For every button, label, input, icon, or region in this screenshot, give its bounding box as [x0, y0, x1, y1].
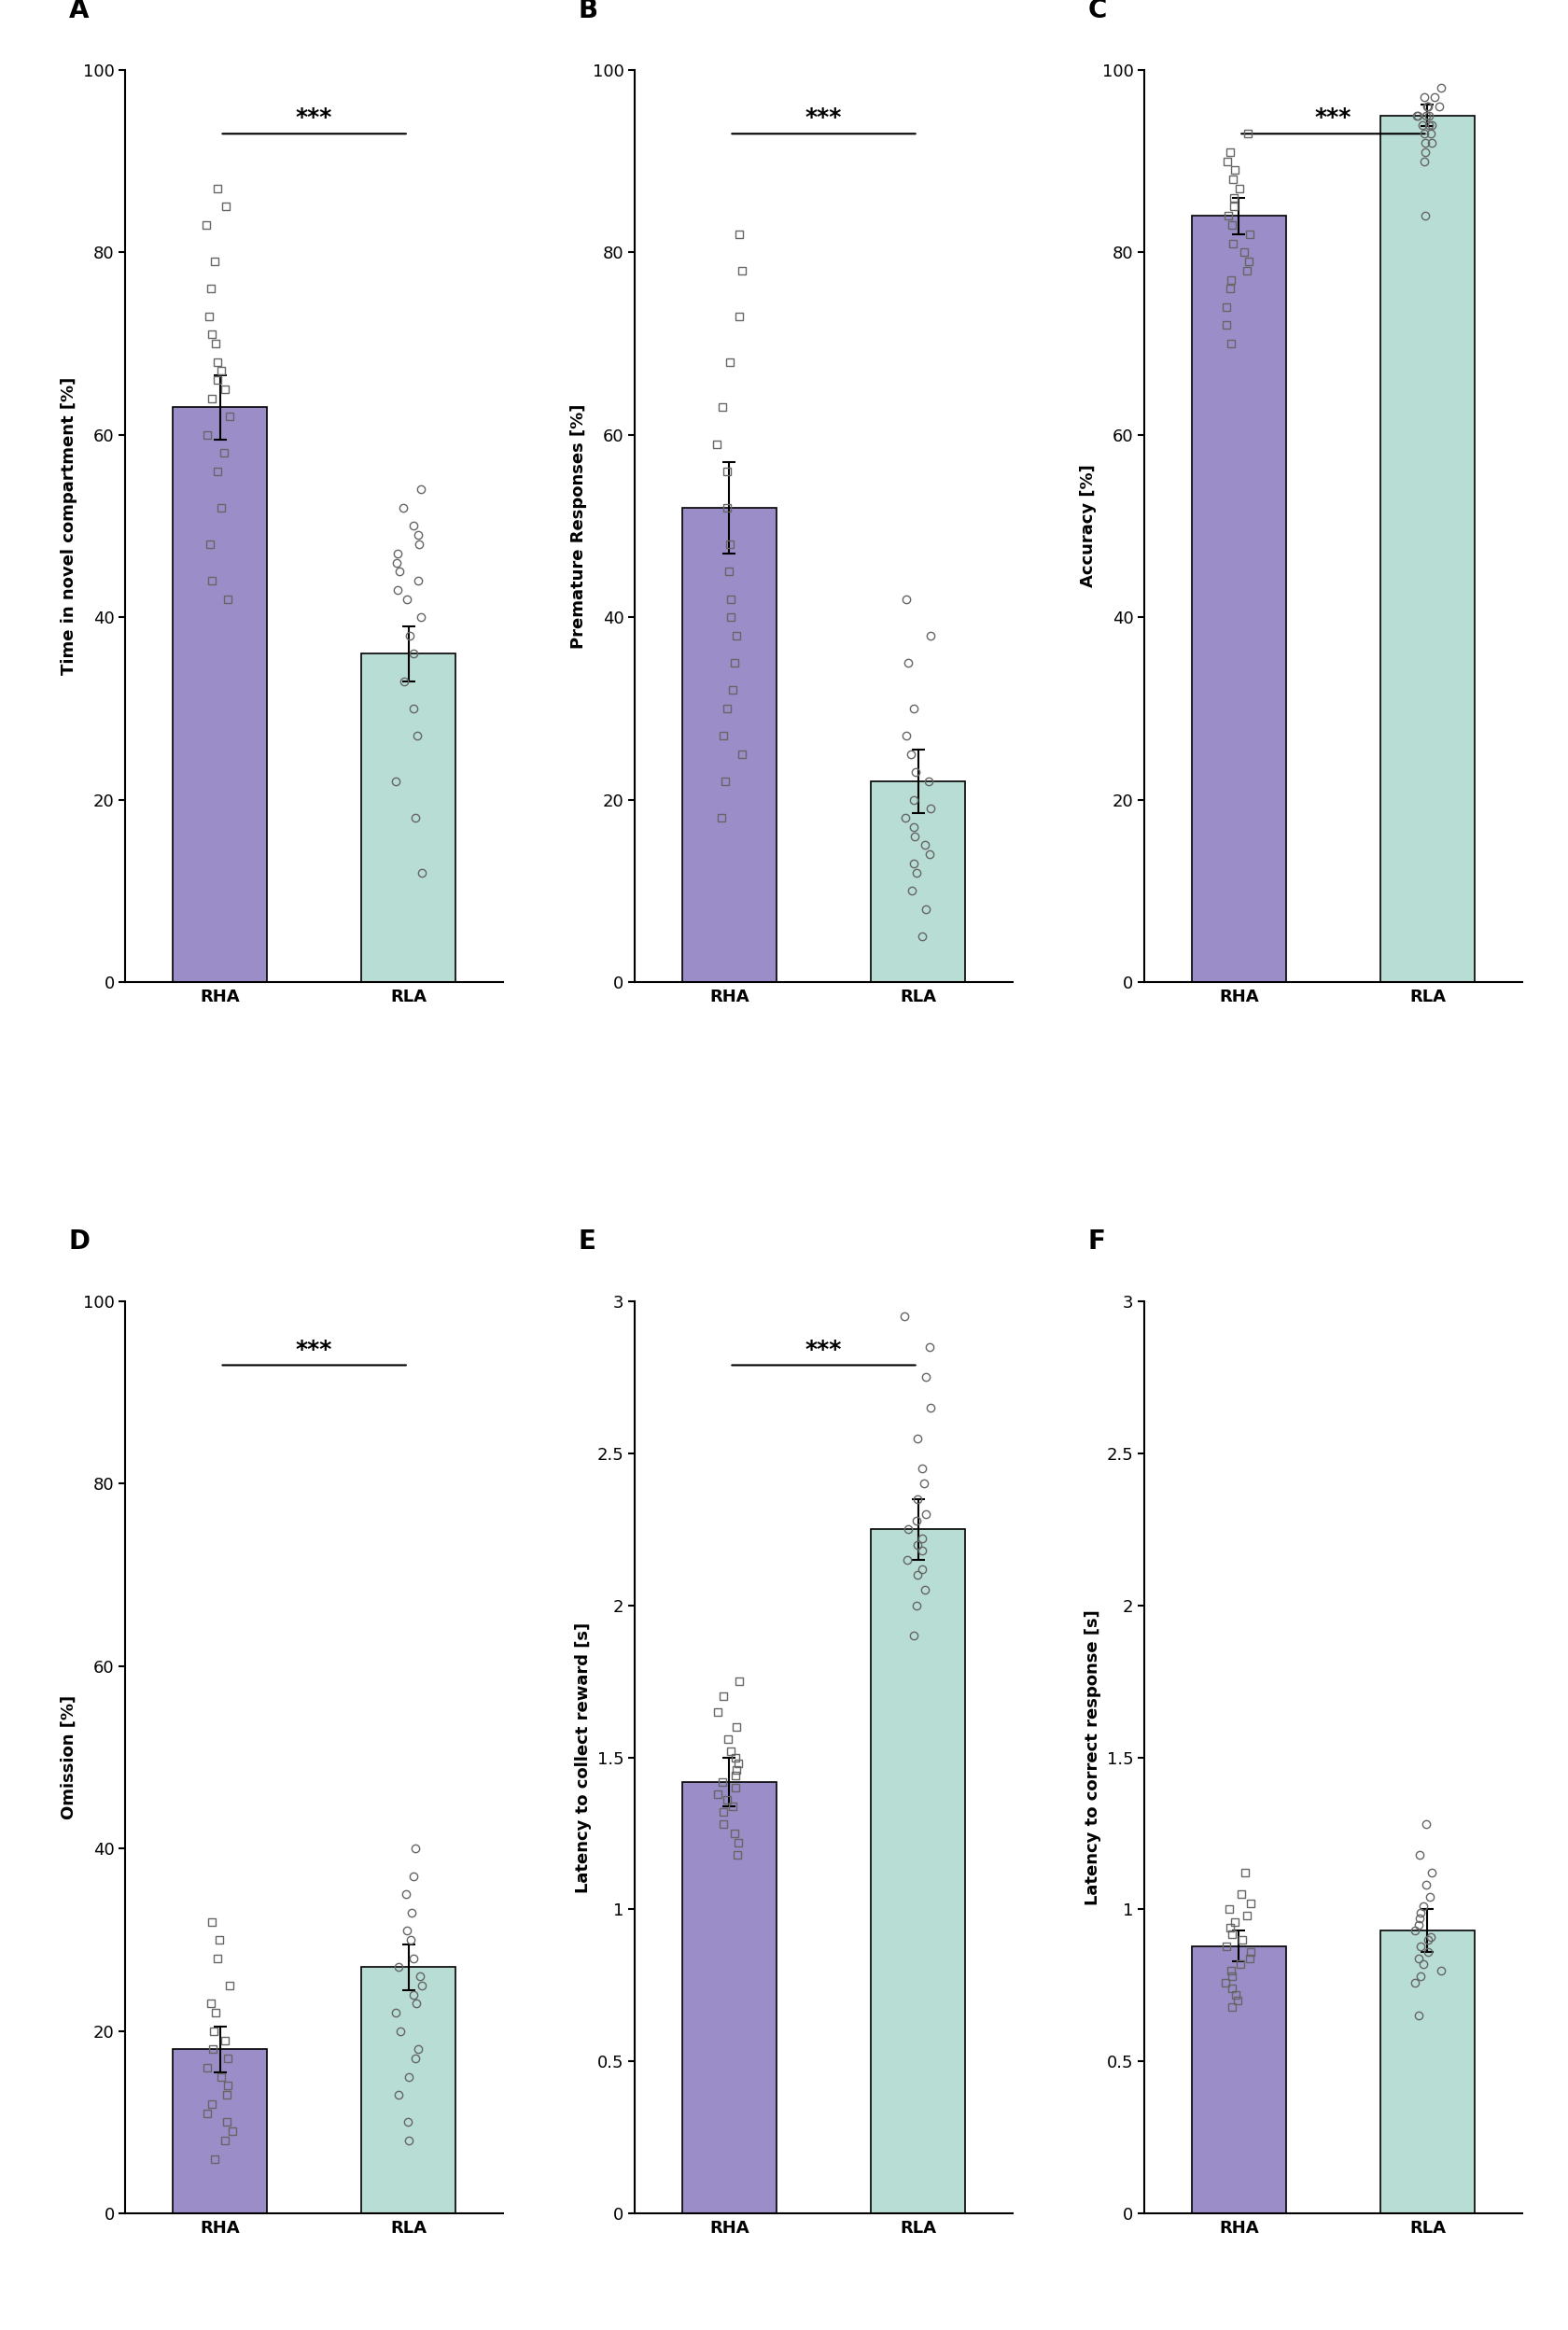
- Text: ***: ***: [804, 107, 842, 128]
- Text: C: C: [1087, 0, 1105, 23]
- Bar: [1380, 1932, 1474, 2214]
- Text: F: F: [1087, 1228, 1105, 1254]
- Text: A: A: [69, 0, 89, 23]
- Bar: [361, 655, 455, 981]
- Bar: [870, 1528, 964, 2214]
- Bar: [1380, 117, 1474, 981]
- Bar: [1192, 217, 1286, 981]
- Text: B: B: [579, 0, 597, 23]
- Text: ***: ***: [296, 107, 332, 128]
- Y-axis label: Latency to correct response [s]: Latency to correct response [s]: [1083, 1610, 1101, 1906]
- Bar: [361, 1967, 455, 2214]
- Bar: [172, 2050, 267, 2214]
- Y-axis label: Time in novel compartment [%]: Time in novel compartment [%]: [61, 377, 78, 676]
- Y-axis label: Accuracy [%]: Accuracy [%]: [1079, 464, 1096, 587]
- Bar: [682, 508, 776, 981]
- Text: E: E: [579, 1228, 596, 1254]
- Bar: [172, 408, 267, 981]
- Text: ***: ***: [804, 1337, 842, 1361]
- Bar: [682, 1782, 776, 2214]
- Y-axis label: Premature Responses [%]: Premature Responses [%]: [571, 403, 586, 648]
- Text: ***: ***: [296, 1337, 332, 1361]
- Y-axis label: Latency to collect reward [s]: Latency to collect reward [s]: [575, 1622, 591, 1892]
- Bar: [1192, 1946, 1286, 2214]
- Text: D: D: [69, 1228, 91, 1254]
- Text: ***: ***: [1314, 107, 1350, 128]
- Y-axis label: Omission [%]: Omission [%]: [61, 1696, 78, 1820]
- Bar: [870, 781, 964, 981]
